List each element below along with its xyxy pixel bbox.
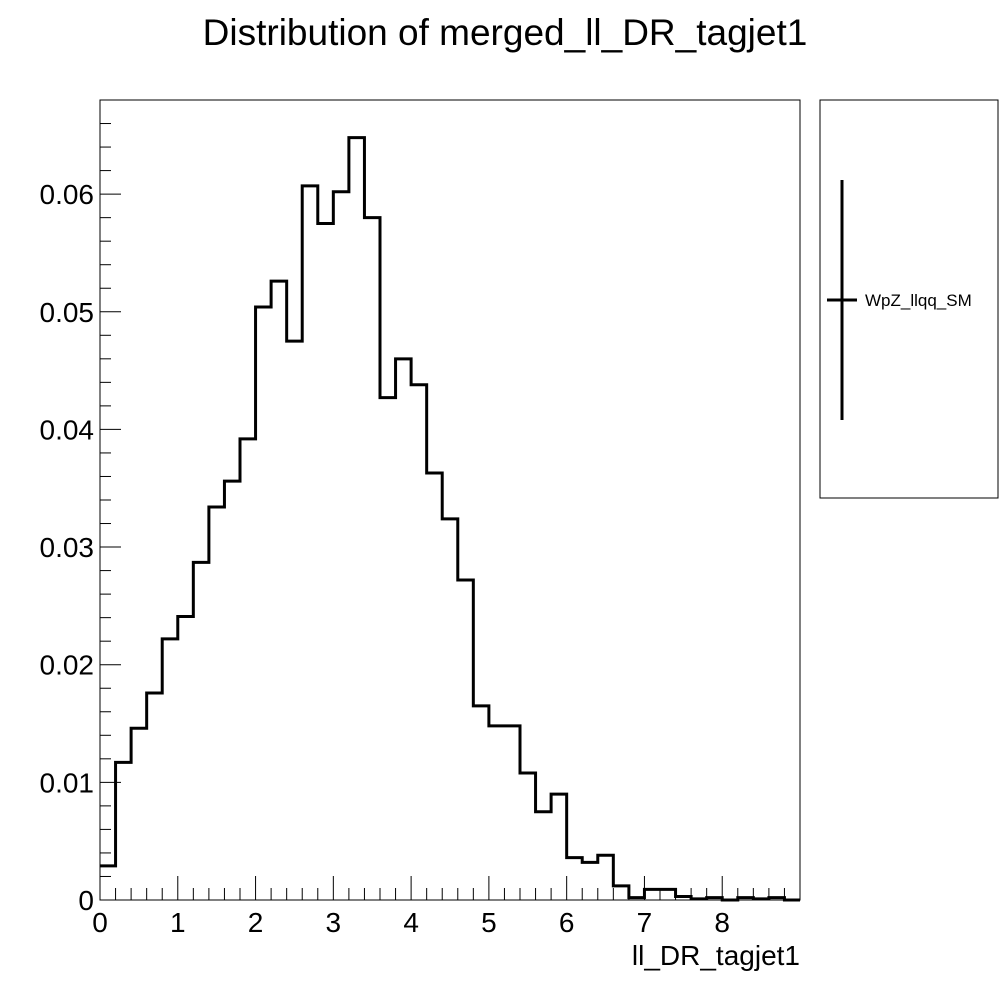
legend-box: WpZ_llqq_SM bbox=[819, 99, 999, 499]
chart-title: Distribution of merged_ll_DR_tagjet1 bbox=[203, 12, 808, 53]
axis-ticks bbox=[99, 99, 801, 901]
x-axis-tick-labels: 0 1 2 3 4 5 6 7 8 bbox=[92, 907, 730, 938]
y-axis-tick-labels: 0 0.01 0.02 0.03 0.04 0.05 0.06 bbox=[40, 179, 95, 916]
y-tick-label: 0.02 bbox=[40, 650, 95, 681]
x-tick-label: 5 bbox=[481, 907, 497, 938]
x-tick-label: 4 bbox=[403, 907, 419, 938]
y-tick-label: 0.05 bbox=[40, 297, 95, 328]
x-tick-label: 2 bbox=[248, 907, 264, 938]
legend-entry-label: WpZ_llqq_SM bbox=[865, 291, 972, 310]
x-axis-label: ll_DR_tagjet1 bbox=[632, 940, 800, 971]
y-tick-label: 0.06 bbox=[40, 179, 95, 210]
y-tick-label: 0.03 bbox=[40, 532, 95, 563]
y-tick-label: 0.01 bbox=[40, 767, 95, 798]
x-tick-label: 3 bbox=[326, 907, 342, 938]
y-tick-label: 0 bbox=[78, 885, 94, 916]
x-tick-label: 0 bbox=[92, 907, 108, 938]
histogram-series-line bbox=[100, 136, 800, 902]
x-tick-label: 6 bbox=[559, 907, 575, 938]
x-tick-label: 1 bbox=[170, 907, 186, 938]
plot-frame bbox=[99, 99, 801, 901]
x-tick-label: 8 bbox=[714, 907, 730, 938]
y-tick-label: 0.04 bbox=[40, 414, 95, 445]
x-tick-label: 7 bbox=[637, 907, 653, 938]
